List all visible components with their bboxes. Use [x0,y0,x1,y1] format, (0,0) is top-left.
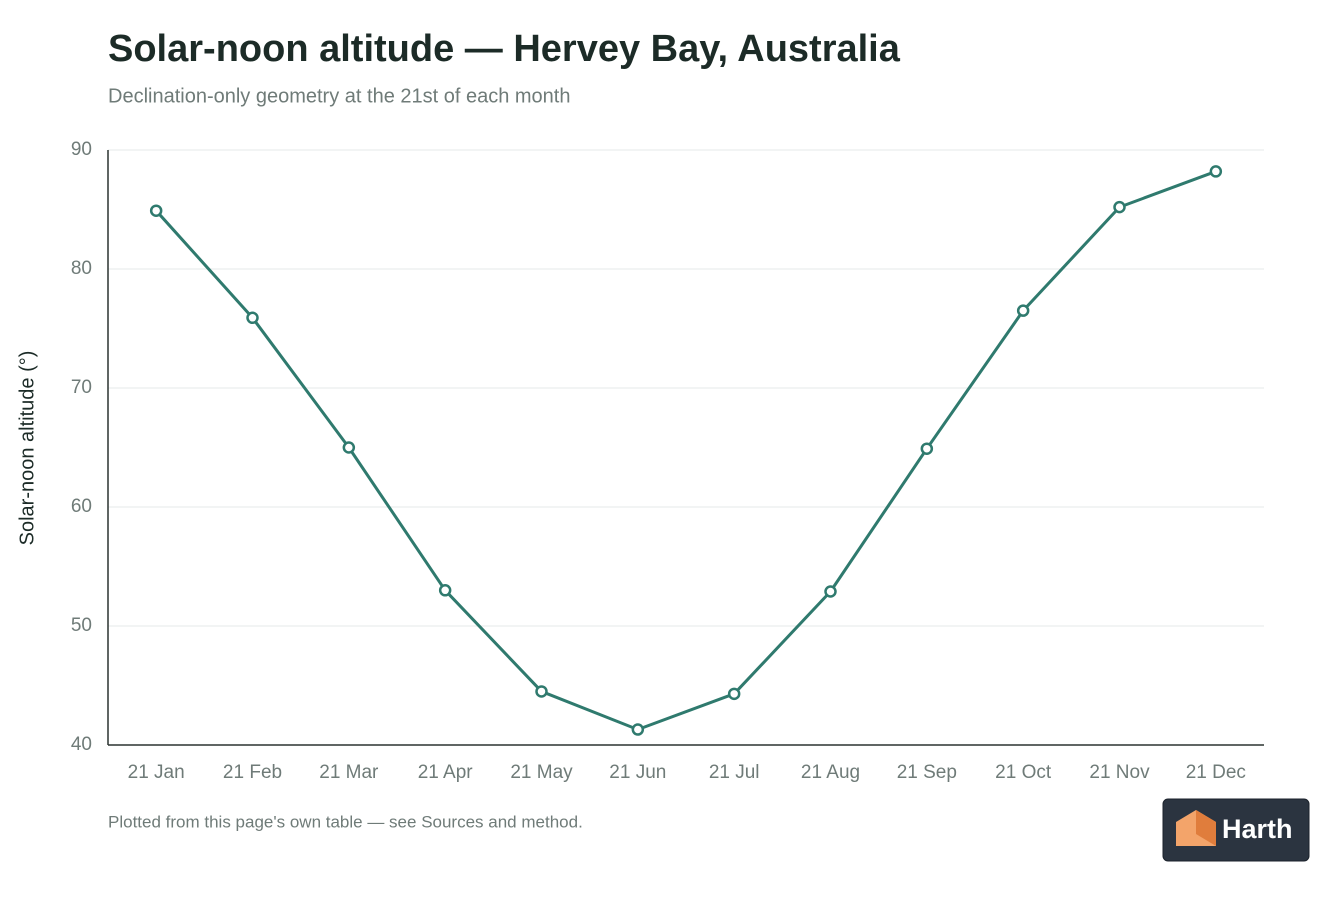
logo: Harth [1162,798,1310,862]
footnote: Plotted from this page's own table — see… [108,812,583,831]
x-tick-label: 21 Feb [223,762,282,783]
x-tick-label: 21 May [510,762,573,783]
point [246,311,259,325]
point [1016,304,1030,317]
x-tick-label: 21 Apr [418,762,474,783]
logo-icon-shade [1196,810,1216,846]
y-tick-label: 50 [71,615,92,636]
chart-title: Solar-noon altitude — Hervey Bay, Austra… [108,28,901,70]
line [155,170,1217,732]
point [920,442,934,455]
y-tick-label: 40 [71,734,92,755]
point [438,584,452,597]
x-tick-label: 21 Sep [897,762,957,783]
y-tick-label: 60 [71,496,92,517]
point [631,723,645,736]
point [727,687,741,701]
y-tick-label: 90 [71,139,92,160]
x-tick-label: 21 Dec [1186,762,1246,783]
point [535,685,548,698]
point [824,585,837,598]
point [342,441,356,454]
point [1209,165,1223,178]
chart-subtitle: Declination-only geometry at the 21st of… [108,85,570,107]
x-tick-label: 21 Jun [609,762,666,783]
logo-text: Harth [1222,814,1293,844]
point [1113,200,1126,214]
y-tick-label: 80 [71,258,92,279]
x-tick-label: 21 Oct [995,762,1052,783]
point [149,204,163,217]
x-tick-label: 21 Mar [319,762,379,783]
x-tick-label: 21 Nov [1089,762,1150,783]
x-tick-label: 21 Aug [801,762,860,783]
y-axis-label: Solar-noon altitude (°) [16,351,38,546]
x-tick-label: 21 Jul [709,762,760,783]
x-tick-label: 21 Jan [128,762,185,783]
y-tick-label: 70 [71,377,92,398]
